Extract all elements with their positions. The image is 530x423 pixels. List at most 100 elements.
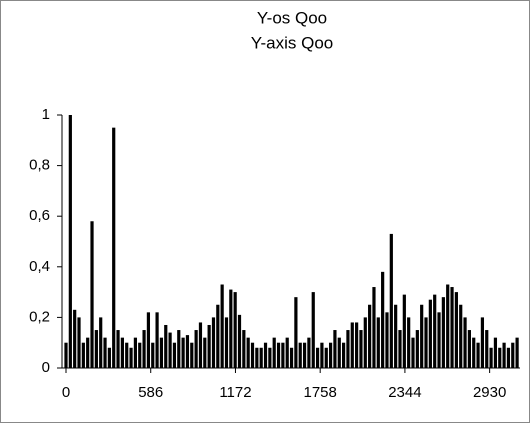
bar	[120, 337, 124, 368]
bar	[68, 115, 72, 368]
bar	[450, 287, 454, 368]
bar	[446, 284, 450, 368]
bar	[294, 297, 298, 368]
bar	[246, 337, 250, 368]
bar	[359, 330, 363, 368]
bar	[250, 342, 255, 368]
bar	[220, 284, 224, 368]
bar	[467, 330, 471, 368]
bar	[485, 330, 489, 368]
bar	[216, 304, 220, 368]
x-tick-label: 0	[62, 384, 70, 401]
bar	[138, 342, 142, 368]
bar	[237, 314, 242, 368]
bar	[433, 294, 437, 368]
bar	[203, 337, 207, 368]
bar	[181, 337, 185, 368]
bar	[437, 312, 441, 368]
bar	[285, 337, 289, 368]
bar	[159, 337, 164, 368]
bar	[415, 330, 419, 368]
y-tick-label: 1	[42, 106, 50, 123]
bar	[506, 347, 511, 368]
bar	[402, 294, 406, 368]
bar	[276, 342, 281, 368]
bar	[177, 330, 181, 368]
bar	[255, 347, 259, 368]
bar	[116, 330, 120, 368]
bar	[302, 342, 307, 368]
bar	[311, 292, 315, 368]
bar	[472, 337, 476, 368]
bar	[64, 342, 68, 368]
bar	[272, 337, 276, 368]
bar	[151, 342, 155, 368]
bar	[268, 347, 272, 368]
bar	[190, 342, 194, 368]
bar	[363, 317, 367, 368]
bar	[337, 337, 341, 368]
x-tick-label: 2930	[473, 384, 506, 401]
bar	[86, 337, 90, 368]
bar	[107, 347, 111, 368]
bar	[511, 342, 515, 368]
bar	[324, 347, 328, 368]
bar	[112, 127, 116, 369]
bar	[389, 233, 393, 368]
bar	[103, 337, 107, 368]
bar	[289, 347, 294, 368]
y-tick-label: 0,8	[29, 157, 50, 174]
y-tick-label: 0,4	[29, 258, 50, 275]
bar	[346, 330, 350, 368]
bar	[129, 347, 133, 368]
bar	[398, 330, 402, 368]
bar	[411, 337, 415, 368]
x-tick-label: 1172	[219, 384, 251, 401]
bar	[454, 292, 458, 368]
bar	[493, 337, 498, 368]
bar	[229, 289, 233, 368]
bar	[420, 304, 424, 368]
bar	[320, 342, 324, 368]
bar	[428, 299, 432, 368]
bar	[376, 317, 380, 368]
bar	[77, 317, 81, 368]
bar	[328, 342, 333, 368]
bar	[372, 287, 376, 368]
bar	[94, 330, 98, 368]
x-tick-label: 2344	[388, 384, 421, 401]
y-tick-label: 0,2	[29, 308, 50, 325]
bar	[480, 317, 485, 368]
bar	[185, 335, 190, 368]
bar	[133, 337, 138, 368]
bar	[459, 304, 463, 368]
bar	[146, 312, 151, 368]
bar	[125, 342, 129, 368]
bar	[498, 347, 502, 368]
bar	[211, 317, 216, 368]
bar	[315, 347, 320, 368]
bar	[333, 330, 337, 368]
x-tick-label: 1758	[303, 384, 336, 401]
bar	[515, 337, 519, 368]
bar	[368, 304, 372, 368]
bar	[381, 271, 385, 368]
bar	[263, 342, 268, 368]
bar	[350, 322, 354, 368]
bar	[164, 324, 168, 368]
bar	[198, 322, 203, 368]
bar	[441, 297, 445, 368]
bar	[281, 342, 285, 368]
chart-title: Y-os Qoo	[257, 8, 327, 27]
bar	[489, 347, 493, 368]
y-tick-label: 0	[42, 359, 50, 376]
bar	[407, 317, 411, 368]
bar	[81, 342, 85, 368]
bar	[168, 332, 172, 368]
bar	[424, 317, 428, 368]
y-tick-label: 0,6	[29, 207, 50, 224]
bar	[233, 292, 237, 368]
bar	[502, 342, 506, 368]
bar	[142, 330, 146, 368]
